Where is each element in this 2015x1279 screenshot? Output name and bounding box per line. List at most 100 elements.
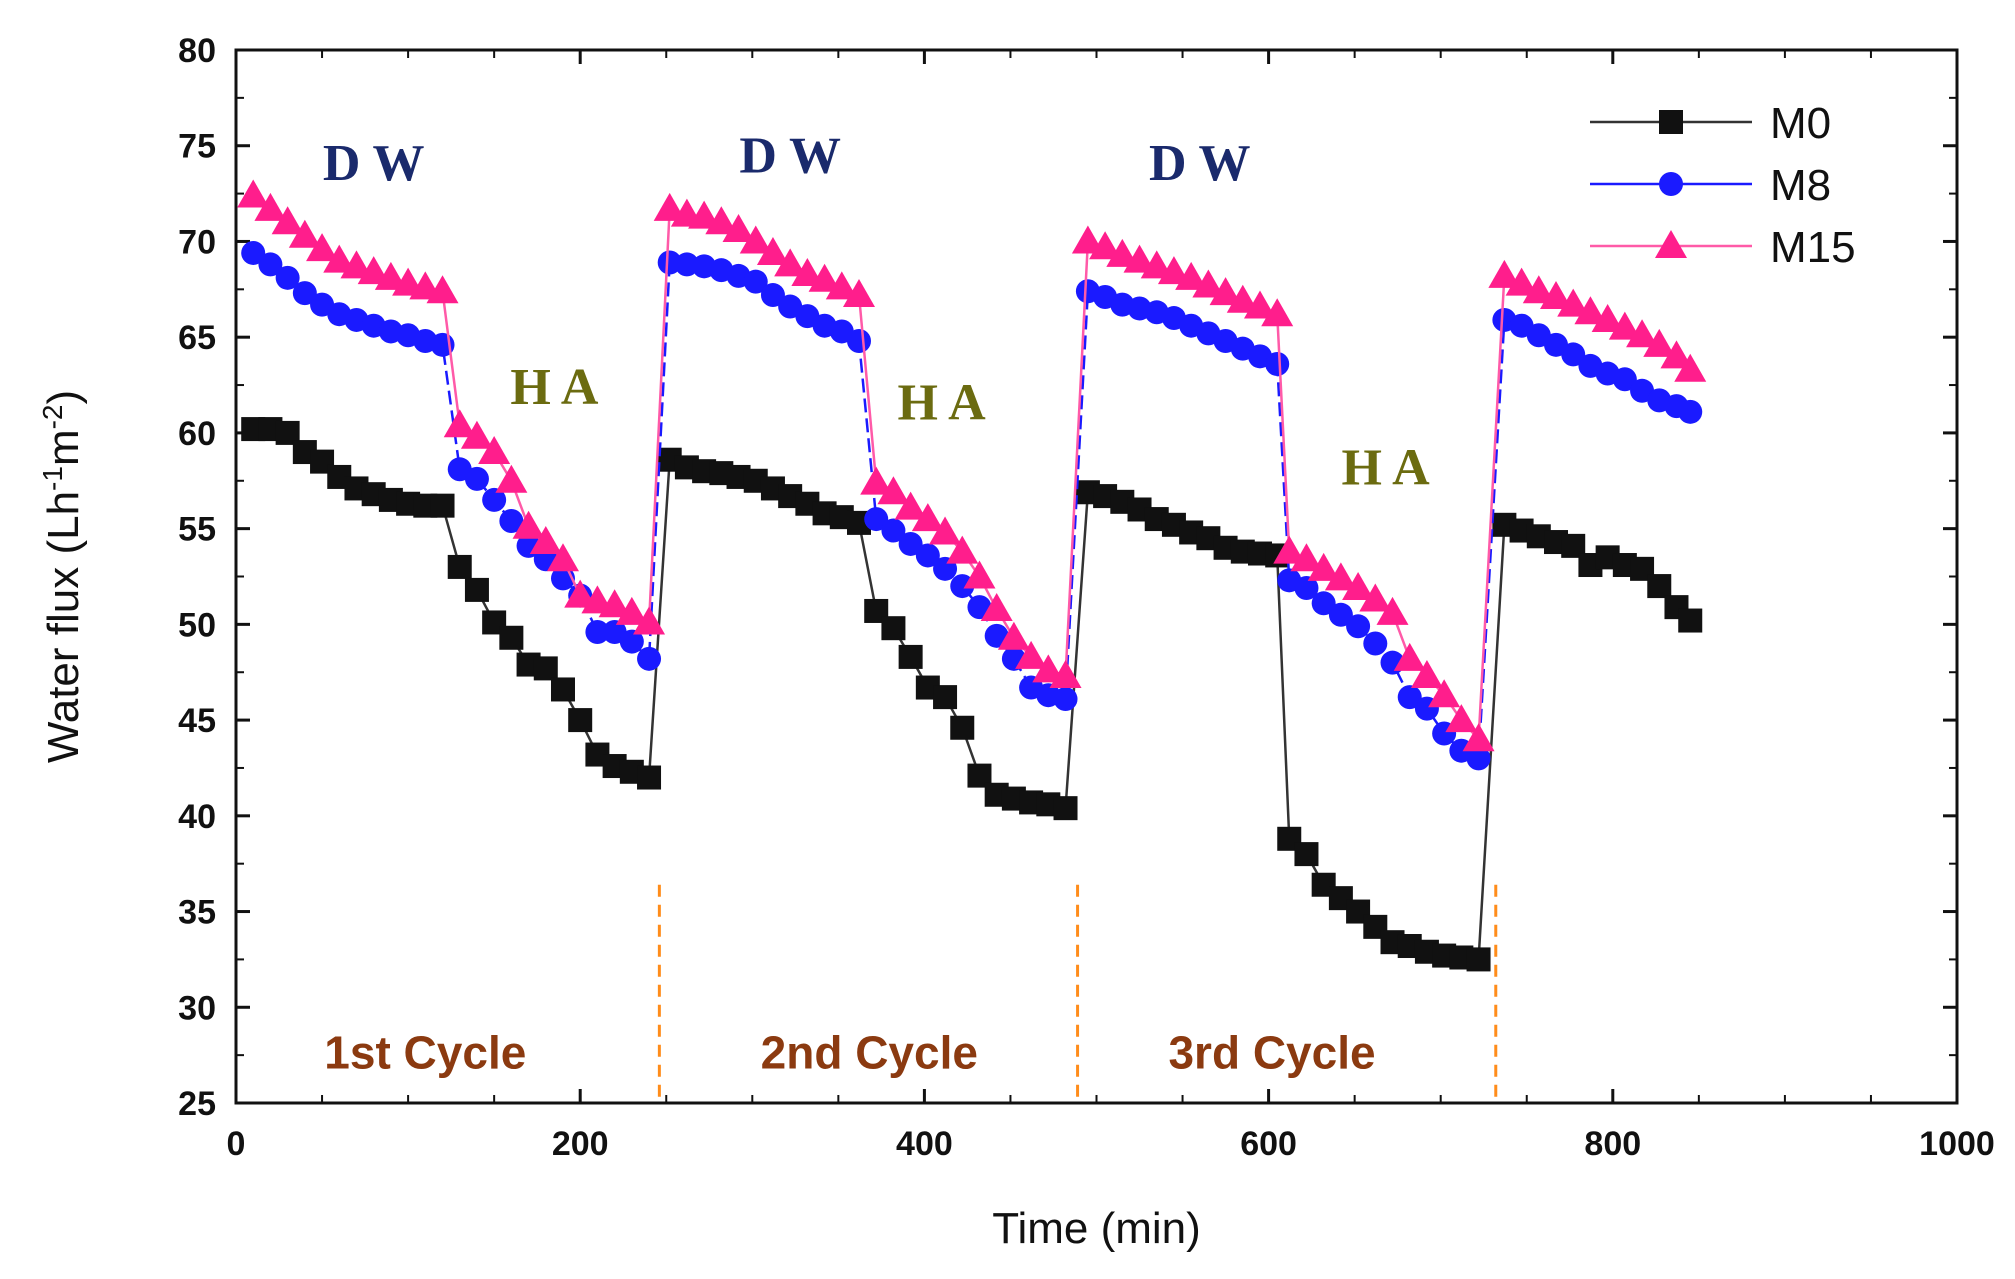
- legend: M0 M8 M15: [1590, 99, 1856, 272]
- point-m15: [1342, 571, 1375, 600]
- point-m8: [637, 646, 662, 671]
- point-m15: [1660, 340, 1693, 369]
- y-axis-title-sup2: -2: [37, 404, 68, 429]
- y-tick-label: 65: [178, 319, 216, 357]
- point-m15: [1226, 284, 1259, 313]
- point-m15: [357, 256, 390, 285]
- point-m15: [1505, 267, 1538, 296]
- point-m8: [1397, 685, 1422, 710]
- point-m15: [1591, 303, 1624, 332]
- point-m15: [633, 606, 666, 635]
- point-m15: [1522, 275, 1555, 304]
- y-tick-label: 25: [178, 1085, 216, 1123]
- point-m15: [443, 409, 476, 438]
- point-m15: [705, 206, 738, 235]
- point-m8: [241, 240, 266, 265]
- point-m8: [1328, 602, 1353, 627]
- point-m0: [499, 625, 524, 650]
- point-m0: [1294, 842, 1319, 867]
- point-m0: [1053, 796, 1078, 821]
- y-tick-label: 45: [178, 702, 216, 740]
- y-tick-label: 30: [178, 989, 216, 1027]
- cycle-label: 1st Cycle: [324, 1027, 526, 1079]
- legend-label: M0: [1770, 99, 1831, 148]
- legend-label: M8: [1770, 161, 1831, 210]
- series-line-m0: [253, 427, 1692, 961]
- y-axis-title-main: Water flux (Lh: [39, 491, 88, 763]
- point-m15: [894, 491, 927, 520]
- point-m15: [653, 192, 686, 221]
- legend-entry-m15: M15: [1590, 223, 1856, 272]
- cycle-label: 3rd Cycle: [1168, 1027, 1375, 1079]
- point-m15: [1290, 543, 1323, 572]
- point-m15: [1273, 535, 1306, 564]
- point-m0: [898, 644, 923, 669]
- point-m15: [1123, 244, 1156, 273]
- legend-marker: [1659, 110, 1683, 134]
- point-m15: [1071, 225, 1104, 254]
- point-m15: [1428, 679, 1461, 708]
- x-tick-label: 600: [1240, 1125, 1297, 1163]
- legend-entry-m8: M8: [1590, 161, 1831, 210]
- point-m15: [1557, 288, 1590, 317]
- point-m15: [688, 200, 721, 229]
- point-m15: [1626, 319, 1659, 348]
- point-m0: [1647, 574, 1672, 599]
- point-m0: [447, 554, 472, 579]
- point-m8: [1311, 591, 1336, 616]
- point-m15: [1089, 231, 1122, 260]
- point-m15: [1462, 723, 1495, 752]
- y-axis-title-mid: m: [39, 429, 88, 466]
- point-m15: [946, 535, 979, 564]
- point-m15: [791, 258, 824, 287]
- point-m15: [546, 543, 579, 572]
- point-m8: [619, 629, 644, 654]
- y-axis-title: Water flux (Lh-1m-2): [37, 390, 88, 763]
- point-m15: [1359, 583, 1392, 612]
- point-m8: [1561, 342, 1586, 367]
- y-tick-label: 50: [178, 606, 216, 644]
- point-m0: [933, 685, 958, 710]
- point-m15: [323, 244, 356, 273]
- y-tick-label: 70: [178, 223, 216, 261]
- legend-label: M15: [1770, 223, 1856, 272]
- series-m15: [237, 179, 1707, 752]
- point-m8: [292, 281, 317, 306]
- point-m15: [254, 192, 287, 221]
- point-m15: [963, 560, 996, 589]
- point-m15: [1192, 269, 1225, 298]
- x-axis-title: Time (min): [992, 1204, 1201, 1253]
- point-m15: [529, 526, 562, 555]
- cycle-label: 2nd Cycle: [761, 1027, 978, 1079]
- region-label: D W: [739, 128, 841, 185]
- legend-entry-m0: M0: [1590, 99, 1831, 148]
- point-m15: [843, 279, 876, 308]
- point-m15: [288, 219, 321, 248]
- series-m0: [241, 417, 1703, 972]
- point-m15: [1608, 311, 1641, 340]
- point-m15: [340, 250, 373, 279]
- legend-marker: [1659, 172, 1683, 196]
- plot-frame: [234, 48, 1959, 1105]
- point-m8: [499, 508, 524, 533]
- point-m15: [1140, 250, 1173, 279]
- point-m15: [722, 213, 755, 242]
- point-m15: [426, 275, 459, 304]
- point-m15: [1157, 256, 1190, 285]
- point-m15: [460, 420, 493, 449]
- point-m15: [271, 206, 304, 235]
- y-axis-title-sup1: -1: [37, 466, 68, 491]
- point-m15: [997, 621, 1030, 650]
- point-m15: [1643, 328, 1676, 357]
- y-tick-label: 60: [178, 415, 216, 453]
- y-tick-label: 75: [178, 128, 216, 166]
- point-m0: [533, 656, 558, 681]
- region-label: H A: [1342, 440, 1431, 497]
- cycle-boundaries: [657, 884, 1498, 1103]
- point-m15: [1324, 562, 1357, 591]
- point-m8: [760, 283, 785, 308]
- region-label: D W: [1149, 135, 1251, 192]
- point-m15: [929, 516, 962, 545]
- point-m0: [881, 616, 906, 641]
